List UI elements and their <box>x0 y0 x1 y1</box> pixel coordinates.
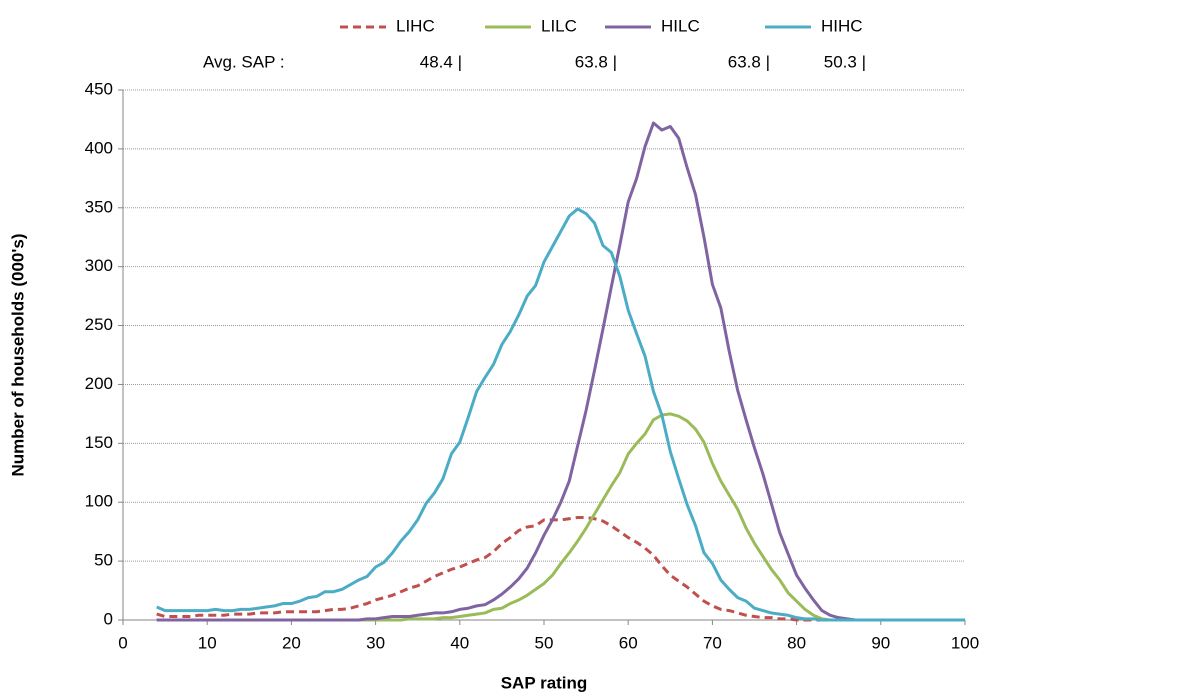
x-tick-label: 30 <box>366 633 385 652</box>
x-tick-label: 100 <box>951 633 979 652</box>
x-tick-label: 50 <box>535 633 554 652</box>
x-tick-label: 0 <box>118 633 127 652</box>
annotation-value: 63.8 | <box>575 52 617 71</box>
y-tick-label: 300 <box>85 256 113 275</box>
legend-label: LILC <box>541 16 577 35</box>
y-tick-label: 350 <box>85 197 113 216</box>
y-axis-title: Number of households (000's) <box>8 233 27 476</box>
y-tick-label: 450 <box>85 79 113 98</box>
series-line <box>156 121 965 622</box>
x-tick-label: 40 <box>450 633 469 652</box>
y-tick-label: 100 <box>85 492 113 511</box>
y-tick-label: 0 <box>104 609 113 628</box>
x-tick-label: 60 <box>619 633 638 652</box>
x-tick-label: 20 <box>282 633 301 652</box>
legend-label: HIHC <box>821 16 863 35</box>
y-tick-label: 200 <box>85 374 113 393</box>
series-line <box>156 207 965 622</box>
x-tick-label: 90 <box>871 633 890 652</box>
annotation-value: 50.3 | <box>824 52 866 71</box>
x-axis-title: SAP rating <box>501 673 588 692</box>
y-tick-label: 250 <box>85 315 113 334</box>
x-tick-label: 70 <box>703 633 722 652</box>
annotation-label: Avg. SAP : <box>203 52 285 71</box>
series-line <box>156 412 965 622</box>
x-tick-label: 10 <box>198 633 217 652</box>
y-tick-label: 400 <box>85 138 113 157</box>
legend-label: LIHC <box>396 16 435 35</box>
y-tick-label: 50 <box>94 551 113 570</box>
annotation-value: 63.8 | <box>728 52 770 71</box>
y-tick-label: 150 <box>85 433 113 452</box>
annotation-value: 48.4 | <box>420 52 462 71</box>
legend-label: HILC <box>661 16 700 35</box>
x-tick-label: 80 <box>787 633 806 652</box>
